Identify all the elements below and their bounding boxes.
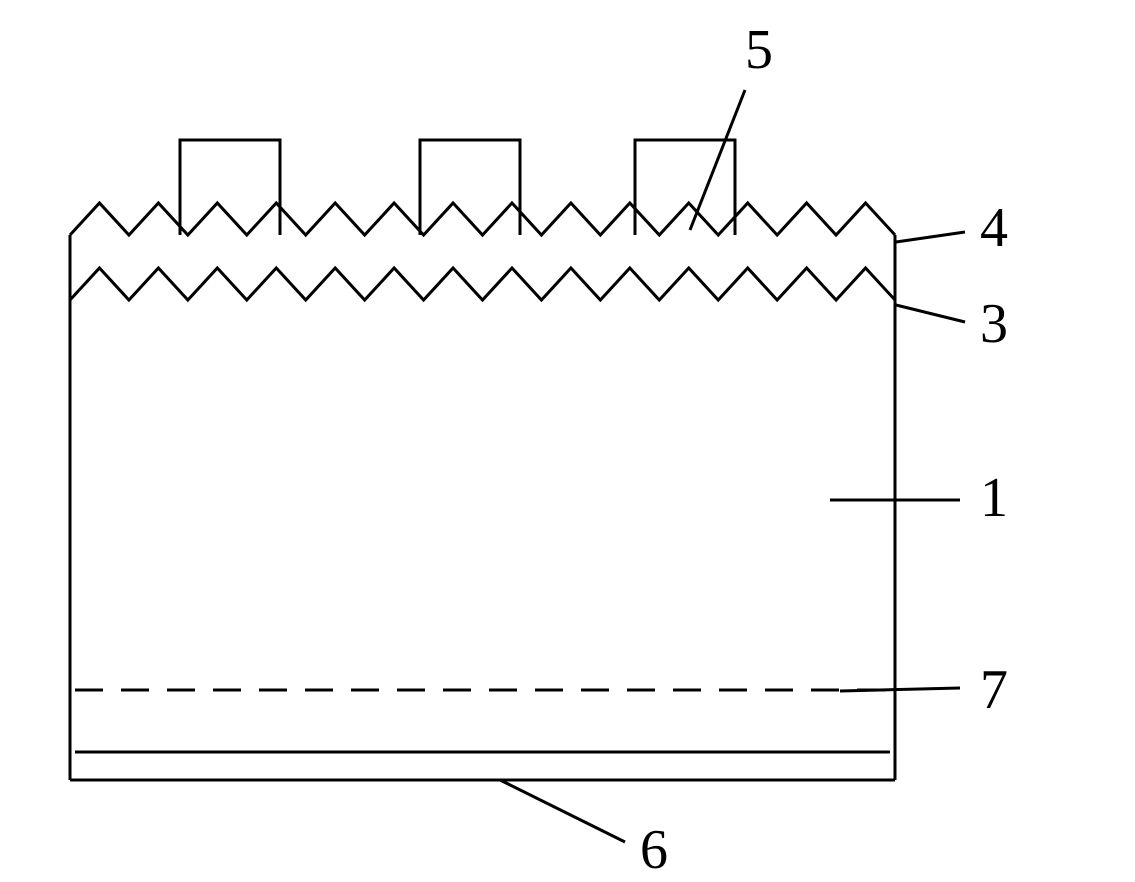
callout-line-5	[690, 90, 745, 230]
callout-line-3	[896, 305, 965, 322]
diagram-svg	[0, 0, 1135, 874]
label-4: 4	[980, 196, 1008, 260]
label-3: 3	[980, 292, 1008, 356]
callout-line-7	[840, 688, 960, 691]
label-7: 7	[980, 658, 1008, 722]
callout-line-6	[500, 780, 625, 842]
zigzag-upper	[70, 203, 895, 235]
label-5: 5	[745, 18, 773, 82]
zigzag-lower	[70, 268, 895, 300]
label-1: 1	[980, 466, 1008, 530]
callout-line-4	[896, 232, 965, 242]
tab-0	[180, 140, 280, 235]
label-6: 6	[640, 818, 668, 882]
